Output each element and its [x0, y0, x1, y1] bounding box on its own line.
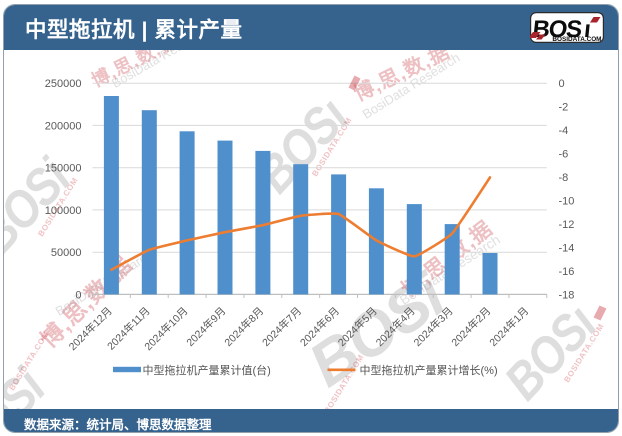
svg-text:2024年2月: 2024年2月 — [449, 304, 494, 349]
svg-text:-18: -18 — [559, 289, 575, 301]
svg-text:2024年7月: 2024年7月 — [259, 304, 304, 349]
svg-text:250000: 250000 — [45, 78, 82, 90]
svg-text:150000: 150000 — [45, 163, 82, 175]
svg-text:100000: 100000 — [45, 205, 82, 217]
svg-text:BOSIDATA.COM: BOSIDATA.COM — [552, 35, 601, 42]
svg-text:中型拖拉机产量累计增长(%): 中型拖拉机产量累计增长(%) — [360, 363, 498, 377]
svg-text:中型拖拉机产量累计值(台): 中型拖拉机产量累计值(台) — [143, 363, 271, 377]
svg-text:2024年8月: 2024年8月 — [222, 304, 267, 349]
svg-text:50000: 50000 — [51, 247, 82, 259]
svg-text:-12: -12 — [559, 219, 575, 231]
svg-text:2024年3月: 2024年3月 — [411, 304, 456, 349]
svg-text:2024年4月: 2024年4月 — [373, 304, 418, 349]
svg-text:-4: -4 — [559, 125, 569, 137]
svg-text:2024年5月: 2024年5月 — [335, 304, 380, 349]
svg-text:-6: -6 — [559, 149, 569, 161]
svg-text:-2: -2 — [559, 102, 569, 114]
svg-text:-16: -16 — [559, 266, 575, 278]
svg-text:ı: ı — [582, 16, 591, 43]
svg-text:-14: -14 — [559, 242, 575, 254]
svg-text:-10: -10 — [559, 195, 575, 207]
svg-text:200000: 200000 — [45, 120, 82, 132]
svg-text:2024年1月: 2024年1月 — [487, 304, 532, 349]
svg-text:2024年6月: 2024年6月 — [297, 304, 342, 349]
svg-text:2024年9月: 2024年9月 — [184, 304, 229, 349]
svg-text:-8: -8 — [559, 172, 569, 184]
svg-text:0: 0 — [559, 78, 565, 90]
svg-text:0: 0 — [75, 289, 81, 301]
